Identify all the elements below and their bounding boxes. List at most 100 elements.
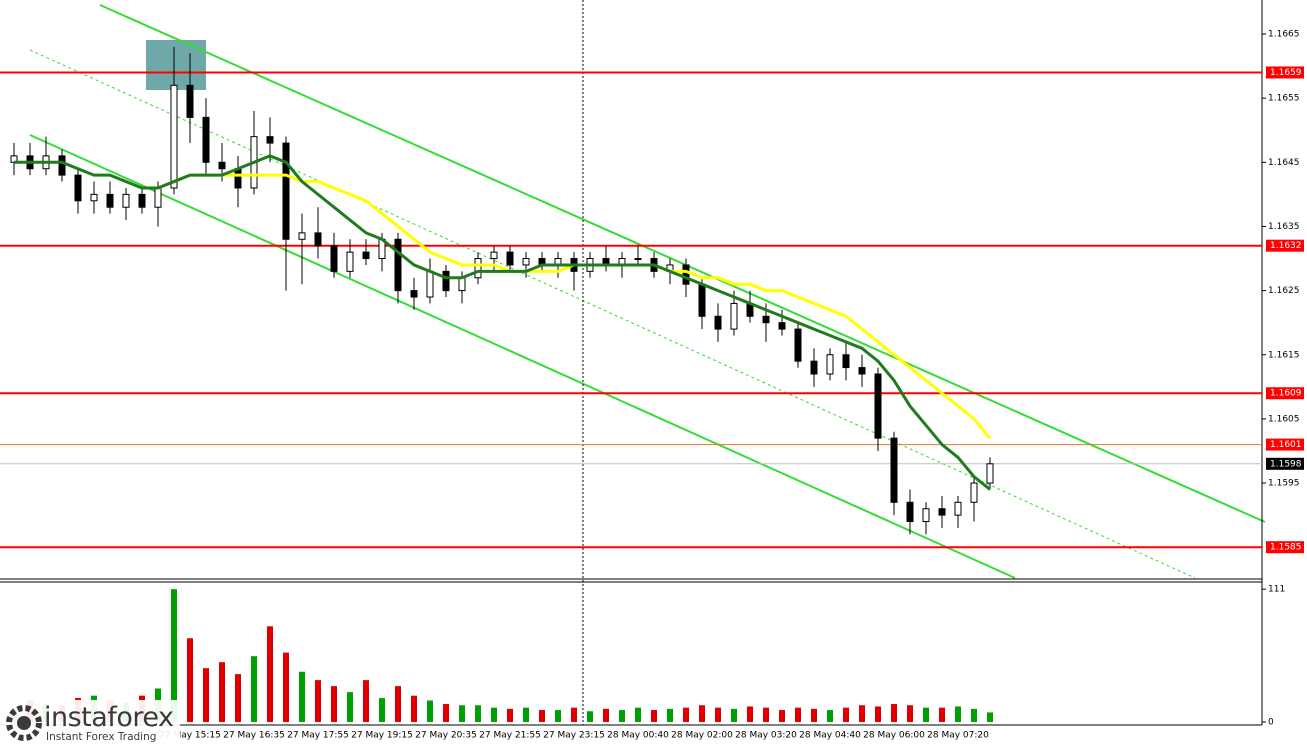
volume-bar [203, 668, 209, 722]
volume-bar [875, 706, 881, 722]
candle-body [842, 354, 850, 369]
x-tick-label: 27 May 20:35 [415, 731, 477, 741]
volume-bar [539, 710, 545, 722]
x-tick-label: 28 May 02:00 [671, 731, 733, 741]
candle-body [826, 354, 834, 375]
volume-bar [555, 710, 561, 722]
candle-body [346, 251, 354, 272]
volume-bar [299, 671, 305, 722]
volume-bar [763, 707, 769, 722]
candle-body [682, 264, 690, 285]
y-tick-label: 1.1625 [1268, 286, 1300, 296]
logo-icon [6, 705, 42, 741]
price-level-box [1266, 239, 1304, 252]
volume-bar [459, 705, 465, 722]
volume-bar [619, 710, 625, 722]
volume-bar [347, 692, 353, 722]
candle-body [234, 168, 242, 189]
x-tick-label: 28 May 06:00 [863, 731, 925, 741]
volume-bar [715, 707, 721, 722]
volume-bar [523, 707, 529, 722]
volume-bar [171, 589, 177, 722]
candle-body [314, 232, 322, 247]
volume-bar [491, 707, 497, 722]
x-tick-label: 28 May 04:40 [799, 731, 861, 741]
volume-bar [331, 686, 337, 722]
candle-body [954, 501, 962, 516]
y-tick-label: 1.1645 [1268, 158, 1300, 168]
volume-bar [411, 695, 417, 722]
volume-bar [859, 705, 865, 722]
volume-bar [987, 712, 993, 722]
volume-bar [731, 708, 737, 722]
volume-bar [827, 710, 833, 722]
volume-bar [747, 706, 753, 722]
candle-body [394, 238, 402, 292]
x-tick-label: 28 May 07:20 [927, 731, 989, 741]
volume-bar [907, 705, 913, 722]
volume-bar [939, 707, 945, 722]
candle-body [330, 245, 338, 272]
candle-body [698, 283, 706, 317]
candle-body [634, 258, 642, 261]
candle-body [778, 322, 786, 330]
volume-bar [187, 638, 193, 722]
y-tick-label: 1.1595 [1268, 479, 1300, 489]
volume-bar [795, 707, 801, 722]
volume-bar [507, 708, 513, 722]
candle-body [442, 270, 450, 292]
candle-body [906, 501, 914, 523]
candle-body [810, 360, 818, 375]
volume-bar [443, 704, 449, 722]
y-tick-label: 1.1615 [1268, 350, 1300, 360]
channel-lower [29, 134, 1016, 579]
candle-body [522, 258, 530, 266]
volume-bar [219, 662, 225, 722]
candle-body [986, 463, 994, 484]
candle-body [794, 328, 802, 362]
volume-bar [363, 680, 369, 722]
volume-bar [587, 711, 593, 722]
candle-body [266, 136, 274, 144]
volume-bar [475, 705, 481, 722]
price-level-box [1266, 541, 1304, 554]
volume-bar [923, 707, 929, 722]
volume-bar [651, 710, 657, 722]
candle-body [298, 232, 306, 240]
candle-body [970, 482, 978, 503]
price-level-box [1266, 387, 1304, 400]
x-tick-label: 27 May 19:15 [351, 731, 413, 741]
candle-body [282, 142, 290, 240]
volume-bar [603, 708, 609, 722]
candle-body [58, 155, 66, 176]
price-level-label: 1.1609 [1270, 389, 1302, 399]
volume-bar [891, 704, 897, 722]
volume-bar [315, 680, 321, 722]
candle-body [490, 251, 498, 260]
x-tick-label: 28 May 00:40 [607, 731, 669, 741]
candle-body [74, 174, 82, 202]
volume-bar [699, 705, 705, 722]
x-tick-label: 27 May 21:55 [479, 731, 541, 741]
logo: instaforex Instant Forex Trading [0, 700, 180, 747]
y-tick-label: 1.1635 [1268, 222, 1300, 232]
candle-body [90, 193, 98, 202]
y-tick-label: 1.1665 [1268, 30, 1300, 40]
candle-body [138, 193, 146, 208]
y-tick-label: 0 [1268, 718, 1274, 728]
candle-body [410, 290, 418, 298]
volume-bar [811, 708, 817, 722]
logo-name: instaforex [44, 702, 174, 733]
moving-average [14, 154, 991, 491]
candle-body [874, 373, 882, 439]
candle-body [426, 270, 434, 298]
candle-body [714, 315, 722, 330]
candle-body [202, 116, 210, 163]
candle-body [858, 367, 866, 375]
candle-body [186, 84, 194, 118]
candle-body [890, 437, 898, 503]
volume-bar [779, 710, 785, 722]
y-tick-label: 1.1605 [1268, 414, 1300, 424]
